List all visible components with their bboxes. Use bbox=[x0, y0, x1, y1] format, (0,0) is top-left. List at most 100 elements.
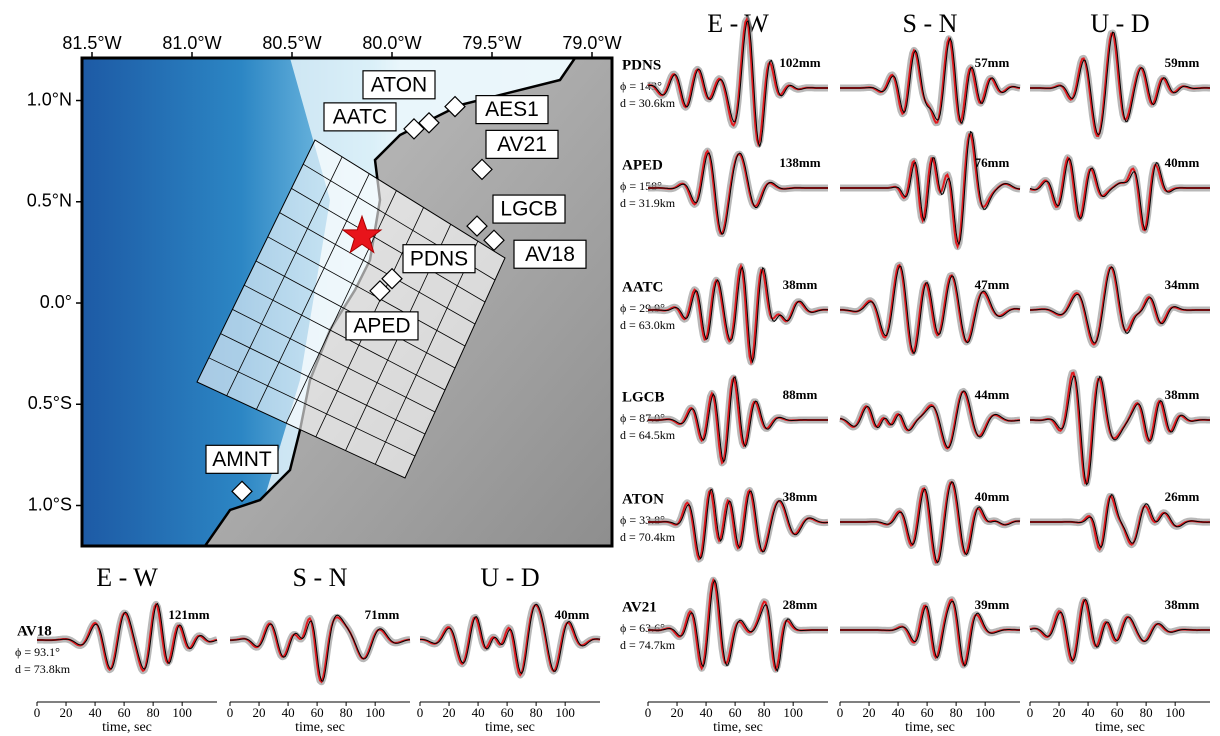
time-axis-label: time, sec bbox=[713, 720, 763, 735]
lon-tick-label: 79.0°W bbox=[562, 33, 621, 53]
time-tick-label: 40 bbox=[472, 705, 485, 720]
waveform-band bbox=[648, 580, 828, 669]
waveform-station: AATC bbox=[622, 279, 663, 295]
station-label: AV18 bbox=[525, 243, 575, 266]
amplitude-label: 71mm bbox=[365, 607, 400, 622]
lon-tick-label: 81.5°W bbox=[62, 33, 121, 53]
lat-tick-label: 0.0° bbox=[40, 292, 72, 312]
time-tick-label: 40 bbox=[282, 705, 295, 720]
amplitude-label: 38mm bbox=[783, 489, 818, 504]
time-tick-label: 100 bbox=[783, 705, 803, 720]
station-label: AV21 bbox=[497, 133, 547, 156]
station-label: PDNS bbox=[410, 247, 468, 270]
time-tick-label: 0 bbox=[417, 705, 424, 720]
time-tick-label: 0 bbox=[837, 705, 844, 720]
time-tick-label: 20 bbox=[443, 705, 456, 720]
station-label: AATC bbox=[333, 105, 387, 128]
waveform-distance: d = 31.9km bbox=[620, 196, 676, 210]
station-label: LGCB bbox=[500, 198, 557, 221]
lon-tick-label: 80.5°W bbox=[262, 33, 321, 53]
time-axis-label: time, sec bbox=[485, 720, 535, 735]
amplitude-label: 34mm bbox=[1165, 277, 1200, 292]
component-header: E - W bbox=[96, 563, 158, 592]
waveform-distance: d = 70.4km bbox=[620, 530, 676, 544]
time-tick-label: 60 bbox=[118, 705, 131, 720]
waveform-station: PDNS bbox=[622, 57, 661, 73]
time-tick-label: 40 bbox=[89, 705, 102, 720]
time-tick-label: 20 bbox=[60, 705, 73, 720]
waveform-synthetic bbox=[840, 39, 1020, 123]
time-tick-label: 60 bbox=[311, 705, 324, 720]
time-tick-label: 20 bbox=[1053, 705, 1066, 720]
amplitude-label: 38mm bbox=[1165, 597, 1200, 612]
time-tick-label: 60 bbox=[1111, 705, 1124, 720]
amplitude-label: 47mm bbox=[975, 277, 1010, 292]
time-tick-label: 80 bbox=[147, 705, 160, 720]
amplitude-label: 39mm bbox=[975, 597, 1010, 612]
lat-tick-label: 0.5°N bbox=[27, 191, 72, 211]
time-tick-label: 100 bbox=[975, 705, 995, 720]
time-tick-label: 20 bbox=[253, 705, 266, 720]
waveform-band bbox=[648, 20, 828, 145]
station-label: ATON bbox=[371, 73, 427, 96]
waveform-distance: d = 30.6km bbox=[620, 96, 676, 110]
waveform-band bbox=[230, 617, 410, 682]
component-header: S - N bbox=[903, 9, 958, 38]
lat-tick-label: 1.0°S bbox=[28, 494, 72, 514]
amplitude-label: 28mm bbox=[783, 597, 818, 612]
time-tick-label: 100 bbox=[555, 705, 575, 720]
amplitude-label: 88mm bbox=[783, 387, 818, 402]
waveform-band bbox=[840, 134, 1020, 246]
waveform-distance: d = 64.5km bbox=[620, 428, 676, 442]
waveform-distance: d = 74.7km bbox=[620, 638, 676, 652]
time-tick-label: 40 bbox=[892, 705, 905, 720]
waveform-distance: d = 73.8km bbox=[15, 662, 71, 676]
time-tick-label: 0 bbox=[1027, 705, 1034, 720]
figure: 81.5°W81.0°W80.5°W80.0°W79.5°W79.0°W1.0°… bbox=[0, 0, 1220, 736]
amplitude-label: 26mm bbox=[1165, 489, 1200, 504]
component-header: E - W bbox=[707, 9, 769, 38]
station-label: AMNT bbox=[212, 448, 272, 471]
time-tick-label: 0 bbox=[227, 705, 234, 720]
component-header: S - N bbox=[293, 563, 348, 592]
amplitude-label: 59mm bbox=[1165, 55, 1200, 70]
time-tick-label: 60 bbox=[921, 705, 934, 720]
amplitude-label: 76mm bbox=[975, 155, 1010, 170]
time-tick-label: 80 bbox=[1140, 705, 1153, 720]
amplitude-label: 40mm bbox=[1165, 155, 1200, 170]
time-tick-label: 0 bbox=[34, 705, 41, 720]
time-tick-label: 80 bbox=[950, 705, 963, 720]
time-axis-label: time, sec bbox=[295, 720, 345, 735]
time-axis-label: time, sec bbox=[102, 720, 152, 735]
component-header: U - D bbox=[1090, 9, 1149, 38]
amplitude-label: 121mm bbox=[168, 607, 209, 622]
station-label: APED bbox=[353, 314, 410, 337]
amplitude-label: 138mm bbox=[779, 155, 820, 170]
time-tick-label: 100 bbox=[365, 705, 385, 720]
time-tick-label: 40 bbox=[700, 705, 713, 720]
amplitude-label: 44mm bbox=[975, 387, 1010, 402]
waveform-azimuth: ϕ = 93.1° bbox=[15, 645, 60, 659]
time-tick-label: 20 bbox=[671, 705, 684, 720]
time-axis-label: time, sec bbox=[1095, 720, 1145, 735]
time-axis-label: time, sec bbox=[905, 720, 955, 735]
station-label: AES1 bbox=[485, 98, 539, 121]
lon-tick-label: 79.5°W bbox=[462, 33, 521, 53]
waveform-station: ATON bbox=[622, 491, 664, 507]
waveform-station: APED bbox=[622, 157, 663, 173]
time-tick-label: 60 bbox=[729, 705, 742, 720]
lat-tick-label: 1.0°N bbox=[27, 89, 72, 109]
time-tick-label: 80 bbox=[530, 705, 543, 720]
time-tick-label: 100 bbox=[172, 705, 192, 720]
amplitude-label: 102mm bbox=[779, 55, 820, 70]
time-tick-label: 40 bbox=[1082, 705, 1095, 720]
amplitude-label: 38mm bbox=[783, 277, 818, 292]
amplitude-label: 57mm bbox=[975, 55, 1010, 70]
waveform-station: AV21 bbox=[622, 599, 657, 615]
time-tick-label: 60 bbox=[501, 705, 514, 720]
waveform-station: LGCB bbox=[622, 389, 665, 405]
time-tick-label: 100 bbox=[1165, 705, 1185, 720]
amplitude-label: 40mm bbox=[555, 607, 590, 622]
lon-tick-label: 80.0°W bbox=[362, 33, 421, 53]
time-tick-label: 0 bbox=[645, 705, 652, 720]
